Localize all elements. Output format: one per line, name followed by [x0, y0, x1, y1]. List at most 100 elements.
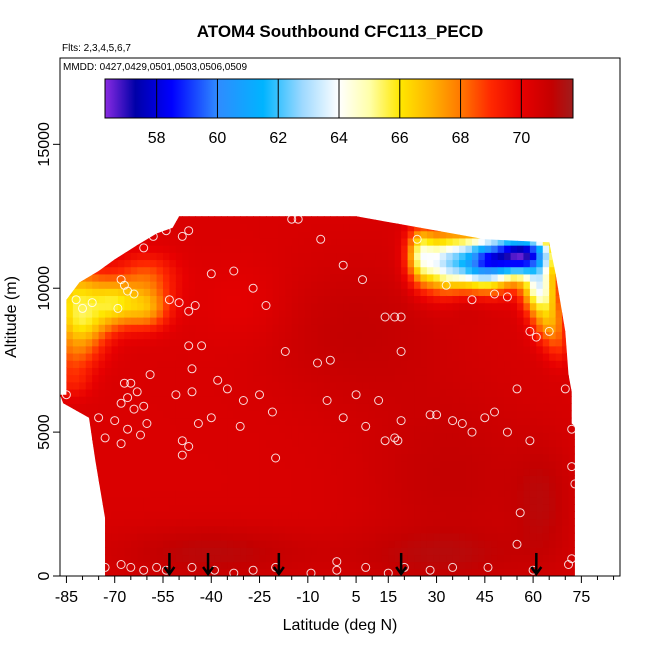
field-cell	[394, 295, 402, 304]
field-cell	[562, 295, 570, 304]
field-cell	[150, 259, 158, 268]
field-cell	[414, 266, 422, 275]
field-cell	[581, 425, 588, 433]
field-cell	[188, 374, 196, 383]
field-cell	[169, 439, 177, 448]
field-cell	[86, 202, 93, 210]
field-cell	[298, 338, 306, 347]
field-cell	[143, 475, 151, 484]
field-cell	[439, 259, 447, 268]
field-cell	[575, 317, 582, 325]
field-cell	[291, 331, 299, 340]
field-cell	[510, 245, 518, 253]
field-cell	[504, 252, 512, 261]
field-cell	[317, 281, 325, 289]
field-cell	[117, 338, 125, 347]
field-cell	[175, 489, 183, 498]
field-cell	[317, 525, 325, 534]
field-cell	[227, 532, 235, 541]
field-cell	[317, 324, 325, 332]
field-cell	[343, 388, 351, 397]
field-cell	[471, 568, 479, 577]
field-cell	[343, 410, 351, 419]
field-cell	[162, 381, 171, 390]
field-cell	[452, 446, 460, 455]
field-cell	[259, 317, 267, 325]
field-cell	[362, 237, 370, 246]
field-cell	[555, 410, 563, 419]
field-cell	[233, 288, 241, 297]
field-cell	[549, 288, 557, 297]
field-cell	[478, 468, 486, 476]
field-cell	[124, 453, 132, 462]
field-cell	[343, 518, 351, 527]
field-cell	[66, 216, 74, 217]
field-cell	[542, 446, 550, 455]
field-cell	[484, 396, 492, 404]
field-cell	[484, 547, 492, 556]
field-cell	[311, 547, 319, 556]
field-cell	[356, 273, 364, 282]
field-cell	[162, 417, 171, 426]
field-cell	[208, 216, 216, 217]
field-cell	[536, 324, 544, 332]
field-cell	[240, 374, 248, 383]
field-cell	[368, 518, 377, 527]
field-cell	[568, 432, 575, 440]
field-cell	[562, 288, 570, 297]
field-cell	[375, 317, 383, 325]
field-cell	[105, 410, 113, 419]
field-cell	[336, 403, 344, 412]
field-cell	[536, 417, 544, 426]
sample-point	[184, 341, 194, 351]
field-cell	[536, 496, 544, 505]
field-cell	[459, 345, 467, 354]
field-cell	[214, 468, 222, 476]
field-cell	[240, 460, 248, 469]
field-cell	[182, 475, 190, 484]
field-cell	[381, 252, 389, 261]
field-cell	[510, 468, 518, 476]
field-cell	[156, 216, 164, 217]
field-cell	[471, 496, 479, 505]
sample-point	[87, 298, 97, 308]
field-cell	[272, 367, 280, 376]
field-cell	[549, 410, 557, 419]
field-cell	[459, 223, 467, 232]
field-cell	[484, 302, 492, 311]
field-cell	[60, 324, 68, 332]
field-cell	[98, 396, 106, 404]
field-cell	[124, 540, 132, 548]
field-cell	[368, 237, 377, 246]
field-cell	[414, 230, 422, 239]
field-cell	[414, 460, 422, 469]
field-cell	[336, 295, 344, 304]
field-cell	[607, 475, 614, 483]
field-cell	[336, 237, 344, 246]
field-cell	[253, 317, 261, 325]
field-cell	[542, 439, 550, 448]
chart-title: ATOM4 Southbound CFC113_PECD	[197, 22, 484, 41]
field-cell	[594, 447, 601, 455]
field-cell	[465, 216, 473, 217]
field-cell	[208, 281, 216, 289]
field-cell	[343, 345, 351, 354]
field-cell	[407, 259, 415, 268]
field-cell	[349, 568, 357, 577]
field-cell	[291, 338, 299, 347]
field-cell	[459, 496, 467, 505]
field-cell	[459, 216, 467, 217]
colorbar-tick-label: 68	[452, 130, 470, 147]
field-cell	[452, 230, 460, 239]
field-cell	[98, 216, 106, 225]
field-cell	[330, 309, 338, 318]
field-cell	[304, 453, 312, 462]
field-cell	[575, 339, 582, 347]
field-cell	[246, 554, 254, 563]
field-cell	[504, 266, 512, 275]
field-cell	[568, 511, 575, 520]
field-cell	[208, 245, 216, 253]
field-cell	[111, 532, 119, 541]
field-cell	[105, 547, 113, 556]
field-cell	[98, 245, 106, 253]
